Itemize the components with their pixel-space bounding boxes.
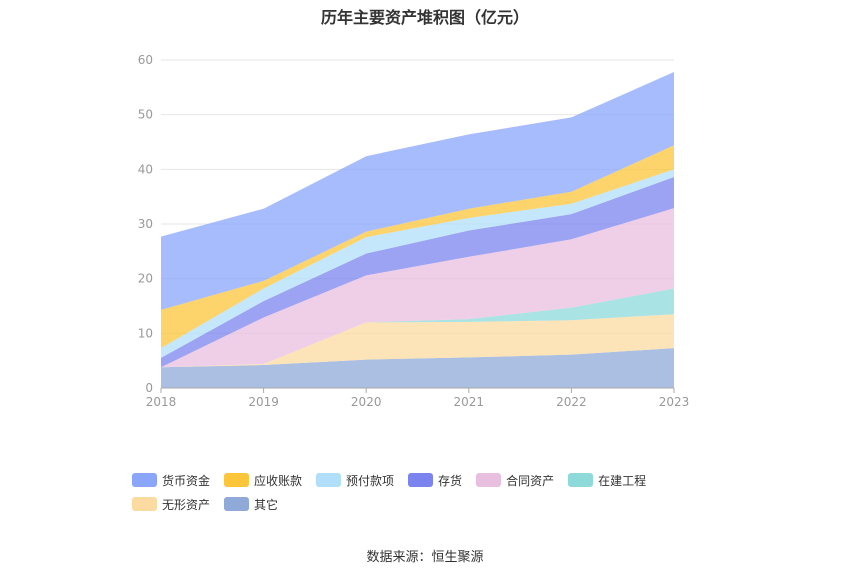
x-tick-label: 2020 [351,395,382,409]
area-series-4 [161,208,674,368]
legend-label: 预付款项 [346,473,395,488]
legend-item[interactable]: 在建工程 [568,472,646,488]
area-series-5 [161,176,674,368]
y-tick-label: 60 [138,53,153,67]
x-tick-label: 2021 [454,395,485,409]
chart-title: 历年主要资产堆积图（亿元） [320,8,529,27]
legend-label: 合同资产 [506,473,555,488]
legend-label: 无形资产 [162,497,211,512]
legend-item[interactable]: 货币资金 [132,472,210,488]
legend-item[interactable]: 无形资产 [132,496,210,512]
area-series-8 [161,72,674,310]
y-tick-label: 0 [145,381,153,395]
legend: 货币资金 应收账款 预付款项 存货 合同资产 在建工程无形资产 其它 [132,472,732,520]
y-tick-label: 50 [138,108,153,122]
y-tick-label: 40 [138,162,153,176]
legend-swatch [408,473,434,487]
x-tick-label: 2022 [556,395,587,409]
legend-swatch [132,497,157,511]
legend-swatch [476,473,502,487]
data-source-note: 数据来源：恒生聚源 [366,550,484,565]
legend-swatch [224,473,250,487]
area-series-6 [161,169,674,358]
legend-label: 存货 [438,473,463,488]
legend-swatch [224,497,250,511]
legend-item[interactable]: 存货 [408,472,462,488]
legend-label: 其它 [254,497,279,512]
y-tick-label: 10 [138,326,153,340]
legend-item[interactable]: 其它 [224,496,278,512]
y-tick-label: 30 [138,217,153,231]
legend-item[interactable]: 应收账款 [224,472,302,488]
area-series-2 [161,314,674,368]
legend-swatch [132,473,157,487]
y-tick-label: 20 [138,272,153,286]
x-tick-label: 2019 [248,395,279,409]
legend-swatch [568,473,594,487]
legend-label: 应收账款 [254,473,303,488]
area-series-1 [161,348,674,388]
legend-swatch [316,473,342,487]
legend-item[interactable]: 合同资产 [476,472,554,488]
x-tick-label: 2018 [146,395,177,409]
legend-label: 货币资金 [162,473,211,488]
x-tick-label: 2023 [659,395,690,409]
legend-item[interactable]: 预付款项 [316,472,394,488]
legend-label: 在建工程 [598,473,647,488]
